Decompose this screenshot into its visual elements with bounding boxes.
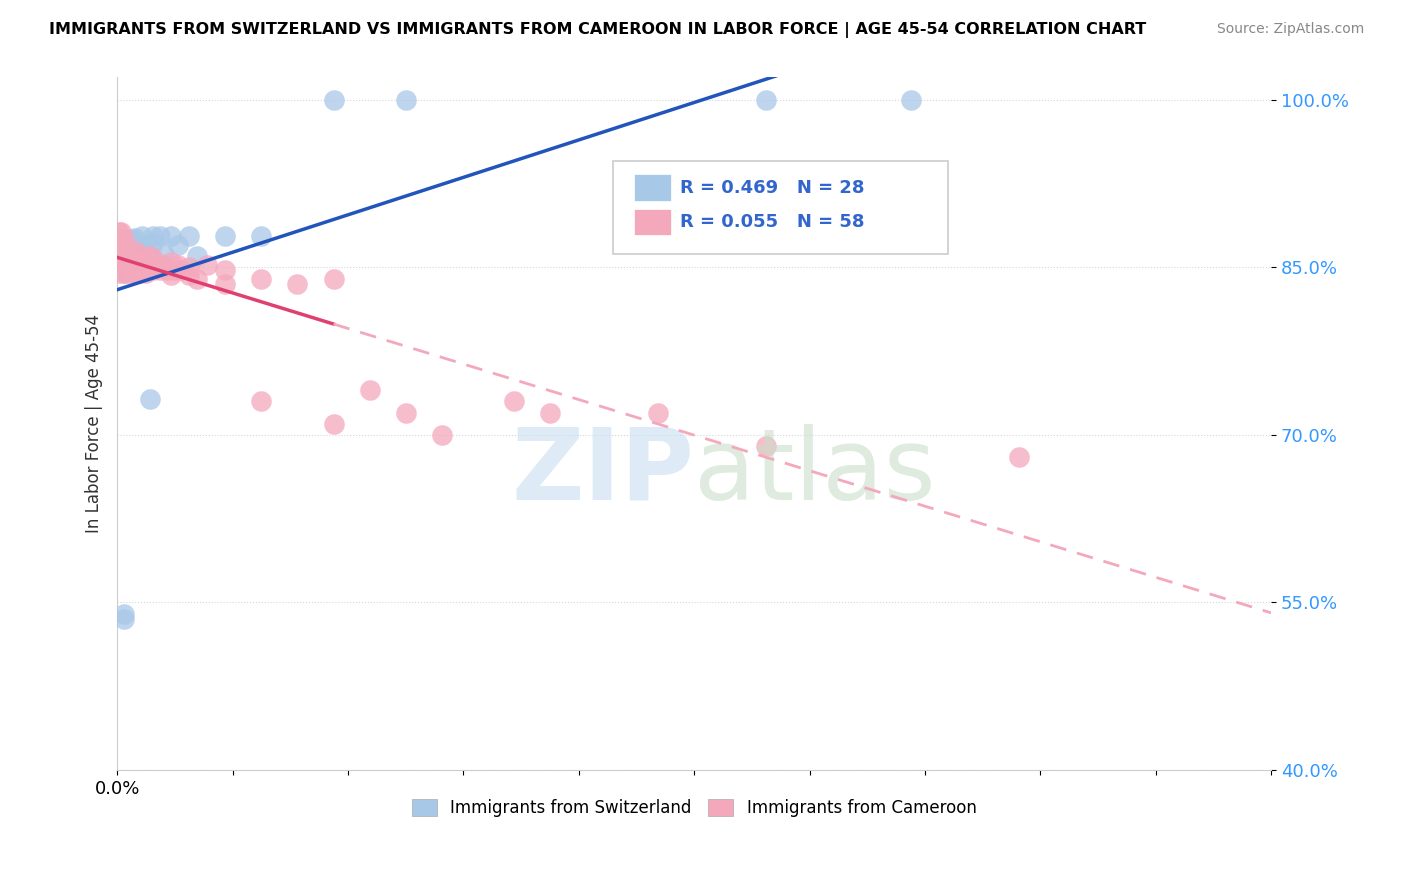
Point [121, 238, 143, 252]
Point [131, 240, 153, 254]
Point [142, 229, 165, 244]
Point [214, 262, 236, 277]
Point [214, 229, 236, 244]
Legend: Immigrants from Switzerland, Immigrants from Cameroon: Immigrants from Switzerland, Immigrants … [405, 792, 983, 824]
Point [117, 244, 139, 258]
Point [138, 260, 160, 275]
Point [322, 417, 344, 431]
Point [121, 232, 143, 246]
Point [117, 254, 139, 268]
Point [124, 266, 146, 280]
Point [160, 268, 183, 282]
Point [110, 240, 132, 254]
Point [121, 260, 143, 275]
Point [124, 244, 146, 258]
Point [395, 405, 418, 419]
Point [179, 229, 201, 244]
Point [156, 262, 179, 277]
Point [395, 93, 418, 107]
Point [250, 271, 273, 285]
Point [112, 254, 135, 268]
Text: atlas: atlas [695, 424, 936, 521]
Point [160, 254, 183, 268]
Point [755, 439, 778, 453]
Point [167, 258, 190, 272]
Point [108, 232, 131, 246]
Text: ZIP: ZIP [512, 424, 695, 521]
Y-axis label: In Labor Force | Age 45-54: In Labor Force | Age 45-54 [86, 314, 103, 533]
Point [110, 225, 132, 239]
Point [195, 258, 218, 272]
Text: R = 0.469   N = 28: R = 0.469 N = 28 [681, 178, 865, 196]
Point [186, 249, 208, 263]
Point [131, 249, 153, 263]
Point [135, 266, 157, 280]
Point [214, 277, 236, 291]
Point [153, 258, 176, 272]
FancyBboxPatch shape [613, 161, 948, 254]
Point [108, 266, 131, 280]
Point [128, 254, 150, 268]
Point [131, 229, 153, 244]
Point [538, 405, 561, 419]
Point [110, 232, 132, 246]
Point [322, 93, 344, 107]
Point [160, 229, 183, 244]
Point [250, 394, 273, 409]
Point [112, 247, 135, 261]
Point [250, 229, 273, 244]
Point [112, 232, 135, 246]
Point [142, 262, 165, 277]
Point [138, 392, 160, 406]
Point [322, 271, 344, 285]
Point [179, 268, 201, 282]
Point [110, 247, 132, 261]
Point [112, 266, 135, 280]
Point [359, 383, 381, 397]
Point [131, 260, 153, 275]
Point [112, 607, 135, 621]
Point [128, 266, 150, 280]
Point [124, 238, 146, 252]
Text: IMMIGRANTS FROM SWITZERLAND VS IMMIGRANTS FROM CAMEROON IN LABOR FORCE | AGE 45-: IMMIGRANTS FROM SWITZERLAND VS IMMIGRANT… [49, 22, 1146, 38]
FancyBboxPatch shape [634, 175, 671, 201]
Point [108, 225, 131, 239]
Point [142, 235, 165, 250]
Point [135, 238, 157, 252]
Point [163, 262, 186, 277]
Point [149, 229, 172, 244]
Point [149, 262, 172, 277]
Point [755, 93, 778, 107]
Point [430, 428, 453, 442]
Point [128, 247, 150, 261]
FancyBboxPatch shape [634, 209, 671, 235]
Text: R = 0.055   N = 58: R = 0.055 N = 58 [681, 213, 865, 231]
Point [146, 260, 169, 275]
Point [179, 260, 201, 275]
Point [172, 262, 194, 277]
Point [117, 254, 139, 268]
Point [900, 93, 922, 107]
Point [142, 252, 165, 266]
Point [1008, 450, 1031, 465]
Point [112, 266, 135, 280]
Point [153, 247, 176, 261]
Point [121, 244, 143, 258]
Point [135, 254, 157, 268]
Point [647, 405, 669, 419]
Point [121, 252, 143, 266]
Point [124, 231, 146, 245]
Point [117, 266, 139, 280]
Point [138, 249, 160, 263]
Point [287, 277, 309, 291]
Point [124, 254, 146, 268]
Point [117, 247, 139, 261]
Point [167, 238, 190, 252]
Point [112, 612, 135, 626]
Point [502, 394, 524, 409]
Point [186, 271, 208, 285]
Text: Source: ZipAtlas.com: Source: ZipAtlas.com [1216, 22, 1364, 37]
